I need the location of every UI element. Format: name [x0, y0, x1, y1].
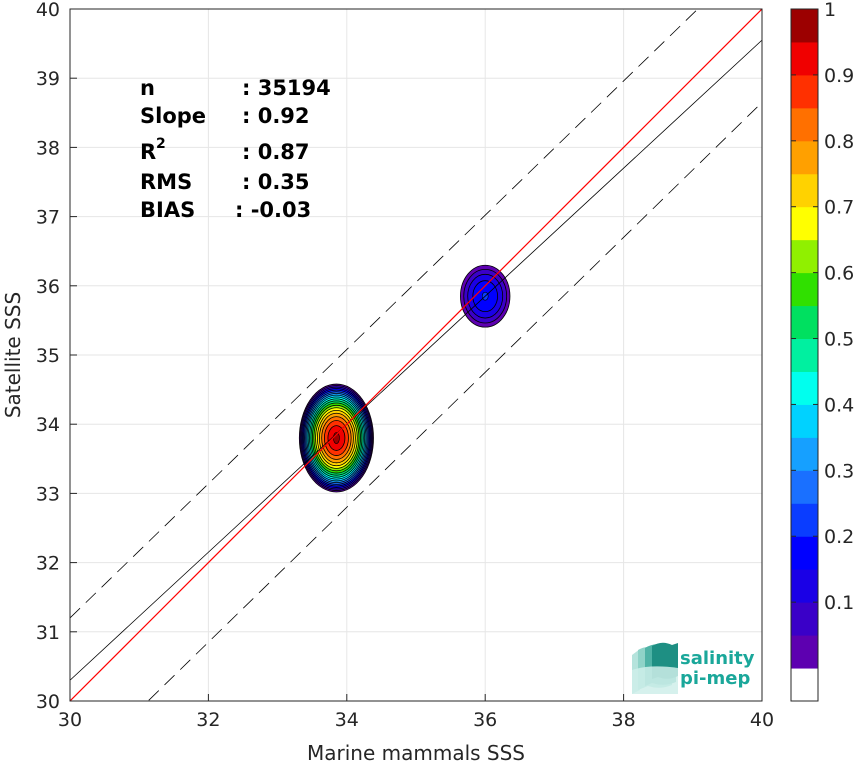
colorbar: [791, 9, 818, 702]
logo-wave-icon: [632, 642, 678, 694]
salinity-pi-mep-logo: salinity pi-mep: [632, 642, 755, 694]
colorbar-tick-label: 0.1: [824, 592, 854, 614]
y-ticks: 30 31 32 33 34 35 36 37 38 39 40: [36, 0, 77, 713]
colorbar-segment-1: [791, 635, 818, 669]
colorbar-segment-15: [791, 173, 818, 208]
colorbar-tick-label: 0.4: [824, 394, 854, 416]
reference-lines: [70, 9, 762, 701]
x-tick-label: 40: [750, 709, 774, 731]
colorbar-segment-5: [791, 503, 818, 537]
colorbar-tick-label: 0.5: [824, 329, 854, 351]
stat-r2-sup: 2: [156, 136, 166, 152]
y-tick-label: 36: [36, 276, 60, 298]
colorbar-segment-16: [791, 140, 818, 175]
y-tick-label: 35: [36, 345, 60, 367]
colorbar-tick-label: 0.7: [824, 197, 854, 219]
y-tick-label: 37: [36, 207, 60, 229]
y-axis-label: Satellite SSS: [1, 292, 25, 418]
colorbar-segment-0: [791, 668, 818, 702]
y-tick-label: 33: [36, 483, 60, 505]
stat-r2-label: R: [140, 140, 156, 164]
y-tick-label: 31: [36, 622, 60, 644]
x-tick-label: 32: [196, 709, 220, 731]
colorbar-tick-label: 0.8: [824, 131, 854, 153]
y-tick-label: 40: [36, 0, 60, 21]
colorbar-segment-10: [791, 338, 818, 372]
colorbar-segment-2: [791, 602, 818, 636]
colorbar-tick-label: 0.9: [824, 65, 854, 87]
y-tick-label: 30: [36, 691, 60, 713]
colorbar-tick-label: 0.6: [824, 263, 854, 285]
x-tick-label: 34: [335, 709, 359, 731]
x-axis-label: Marine mammals SSS: [307, 741, 525, 764]
lower-bound-line: [147, 102, 762, 701]
logo-line2: pi-mep: [680, 668, 750, 689]
colorbar-segment-6: [791, 470, 818, 504]
colorbar-segment-13: [791, 239, 818, 274]
colorbar-tick-label: 0.2: [824, 526, 854, 548]
stat-slope-label: Slope: [140, 104, 206, 128]
colorbar-frame: [790, 8, 819, 702]
colorbar-segment-14: [791, 206, 818, 241]
x-tick-label: 38: [612, 709, 636, 731]
colorbar-segment-12: [791, 272, 818, 307]
regression-line: [70, 39, 762, 681]
colorbar-tick-label: 0.3: [824, 460, 854, 482]
colorbar-segment-20: [791, 9, 818, 43]
stat-n-value: : 35194: [242, 76, 331, 100]
colorbar-segment-4: [791, 536, 818, 570]
stat-rms-value: : 0.35: [242, 170, 310, 194]
y-tick-label: 39: [36, 68, 60, 90]
density-contours: [298, 264, 511, 493]
y-tick-label: 34: [36, 414, 60, 436]
stats-box: n : 35194 Slope : 0.92 R 2 : 0.87 RMS : …: [140, 76, 331, 222]
x-ticks: 30 32 34 36 38 40: [58, 694, 774, 731]
stat-n-label: n: [140, 76, 155, 100]
colorbar-segment-11: [791, 305, 818, 340]
colorbar-segment-18: [791, 74, 818, 109]
y-tick-label: 32: [36, 553, 60, 575]
x-tick-label: 36: [473, 709, 497, 731]
stat-bias-value: : -0.03: [235, 198, 311, 222]
stat-r2-value: : 0.87: [242, 140, 310, 164]
identity-line: [70, 9, 762, 701]
grid: [69, 8, 763, 702]
logo-line1: salinity: [680, 648, 755, 669]
stat-bias-label: BIAS: [140, 198, 195, 222]
x-tick-label: 30: [58, 709, 82, 731]
y-tick-label: 38: [36, 137, 60, 159]
upper-bound-line: [70, 9, 699, 619]
colorbar-segment-17: [791, 107, 818, 142]
colorbar-segment-8: [791, 404, 818, 438]
colorbar-ticks: 0.1 0.2 0.3 0.4 0.5 0.6 0.7 0.8 0.9 1: [791, 0, 854, 614]
stat-rms-label: RMS: [140, 170, 192, 194]
stat-slope-value: : 0.92: [242, 104, 310, 128]
colorbar-segment-7: [791, 437, 818, 471]
colorbar-segment-3: [791, 569, 818, 603]
colorbar-tick-label: 1: [824, 0, 836, 21]
colorbar-segment-19: [791, 41, 818, 76]
colorbar-segment-9: [791, 371, 818, 405]
